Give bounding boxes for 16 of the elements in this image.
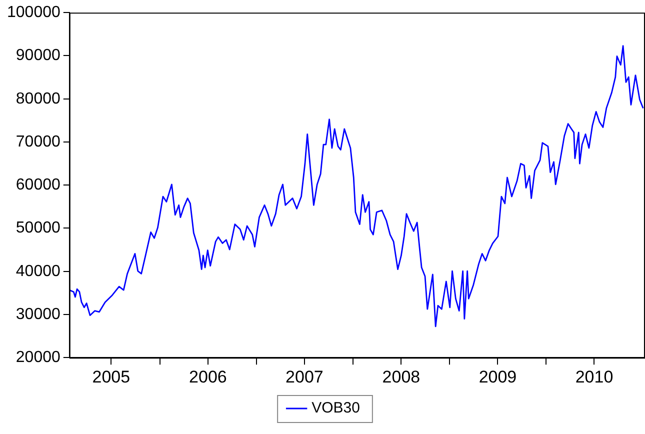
y-tick-label: 80000 (16, 90, 60, 108)
y-tick-label: 20000 (16, 349, 60, 366)
y-tick-label: 60000 (16, 176, 60, 194)
y-tick-label: 70000 (16, 133, 60, 150)
x-tick-label: 2006 (189, 367, 227, 386)
y-tick-label: 100000 (7, 4, 60, 22)
y-tick-label: 50000 (16, 220, 60, 237)
legend-label: VOB30 (312, 400, 360, 417)
x-tick-label: 2007 (286, 367, 324, 386)
y-tick-label: 40000 (16, 262, 60, 280)
y-tick-label: 90000 (16, 47, 60, 64)
x-tick-label: 2008 (382, 367, 420, 386)
y-tick-label: 30000 (16, 306, 60, 323)
x-tick-label: 2005 (92, 367, 130, 386)
x-tick-label: 2009 (478, 367, 517, 386)
x-tick-label: 2010 (575, 367, 614, 386)
